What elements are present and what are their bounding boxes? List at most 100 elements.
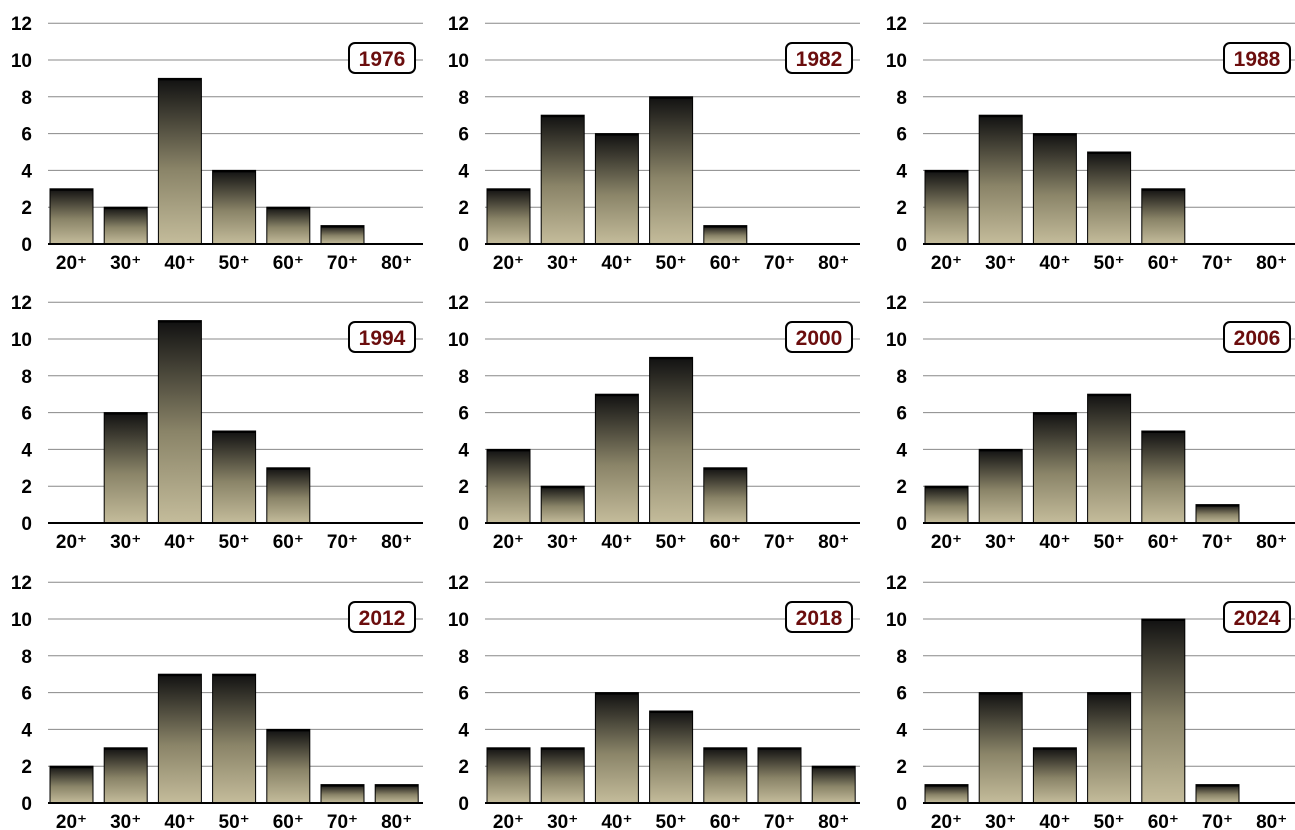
y-tick-label: 12: [11, 14, 32, 35]
year-badge: 2000: [785, 321, 853, 353]
bar-30⁺: [540, 114, 585, 245]
x-tick-label: 80⁺: [381, 532, 412, 553]
bar-40⁺: [594, 133, 639, 245]
year-badge-box: [785, 42, 853, 74]
bar-70⁺: [757, 747, 802, 804]
year-badge-box: [1223, 42, 1291, 74]
y-tick-label: 4: [458, 720, 469, 741]
x-tick-label: 50⁺: [219, 812, 250, 830]
x-tick-label: 80⁺: [818, 253, 849, 274]
bar-40⁺: [157, 320, 202, 524]
bar-30⁺: [540, 485, 585, 524]
y-tick-label: 6: [458, 404, 469, 425]
year-label: 2024: [1234, 607, 1281, 630]
bar-60⁺: [703, 747, 748, 804]
x-tick-label: 50⁺: [219, 532, 250, 553]
x-tick-label: 40⁺: [164, 532, 195, 553]
x-tick-label: 50⁺: [1094, 253, 1125, 274]
bar-30⁺: [103, 747, 148, 804]
x-tick-label: 70⁺: [764, 532, 795, 553]
bar-50⁺: [212, 430, 257, 524]
bar-60⁺: [266, 728, 311, 804]
y-tick-label: 2: [896, 757, 907, 778]
bar-50⁺: [1087, 393, 1132, 524]
year-label: 1988: [1234, 48, 1281, 71]
year-badge-box: [1223, 601, 1291, 633]
bar-60⁺: [266, 467, 311, 524]
y-tick-label: 6: [896, 125, 907, 146]
bar-20⁺: [49, 765, 94, 804]
y-tick-label: 6: [458, 684, 469, 705]
y-tick-label: 0: [896, 794, 907, 815]
year-badge-box: [1223, 321, 1291, 353]
bar-60⁺: [1141, 430, 1186, 524]
x-tick-label: 30⁺: [547, 532, 578, 553]
x-tick-label: 70⁺: [327, 812, 358, 830]
y-tick-label: 2: [458, 198, 469, 219]
bar-40⁺: [594, 692, 639, 804]
panel-2024: 0 2 4 6 8 10 12 20⁺ 30⁺ 40⁺ 50⁺ 60⁺ 70⁺ 80⁺ 2024: [886, 573, 1295, 830]
year-badge: 1988: [1223, 42, 1291, 74]
x-tick-label: 40⁺: [601, 532, 632, 553]
x-tick-label: 60⁺: [273, 812, 304, 830]
bar-20⁺: [486, 188, 531, 245]
year-badge: 1976: [348, 42, 416, 74]
y-tick-label: 10: [448, 610, 469, 631]
bar-30⁺: [978, 692, 1023, 804]
y-tick-label: 0: [458, 235, 469, 256]
y-tick-label: 0: [896, 235, 907, 256]
y-tick-label: 12: [886, 573, 907, 594]
x-tick-label: 40⁺: [1039, 532, 1070, 553]
x-tick-label: 60⁺: [1148, 812, 1179, 830]
x-tick-label: 20⁺: [931, 532, 962, 553]
year-label: 2000: [796, 327, 843, 350]
y-tick-label: 10: [448, 330, 469, 351]
y-tick-label: 10: [886, 330, 907, 351]
y-tick-label: 4: [458, 440, 469, 461]
y-tick-label: 10: [448, 51, 469, 72]
x-tick-label: 20⁺: [56, 532, 87, 553]
x-tick-label: 30⁺: [110, 812, 141, 830]
bar-60⁺: [703, 467, 748, 524]
panel-2018: 0 2 4 6 8 10 12 20⁺ 30⁺ 40⁺ 50⁺ 60⁺ 70⁺ 80⁺ 2018: [448, 573, 860, 830]
y-tick-label: 8: [21, 88, 32, 109]
x-tick-label: 40⁺: [601, 253, 632, 274]
y-tick-label: 12: [448, 573, 469, 594]
panel-2012: 0 2 4 6 8 10 12 20⁺ 30⁺ 40⁺ 50⁺ 60⁺ 70⁺ 80⁺ 2012: [11, 573, 423, 830]
bar-80⁺: [374, 784, 419, 804]
x-tick-label: 40⁺: [164, 812, 195, 830]
x-tick-label: 30⁺: [110, 253, 141, 274]
x-tick-label: 60⁺: [273, 532, 304, 553]
year-badge: 1982: [785, 42, 853, 74]
y-tick-label: 10: [11, 330, 32, 351]
x-tick-label: 80⁺: [818, 812, 849, 830]
y-tick-label: 0: [21, 794, 32, 815]
year-badge-box: [348, 601, 416, 633]
y-tick-label: 2: [896, 198, 907, 219]
x-tick-label: 40⁺: [601, 812, 632, 830]
y-tick-label: 6: [458, 125, 469, 146]
x-tick-label: 70⁺: [327, 253, 358, 274]
bar-30⁺: [103, 412, 148, 524]
x-tick-label: 60⁺: [710, 812, 741, 830]
panel-1988: 0 2 4 6 8 10 12 20⁺ 30⁺ 40⁺ 50⁺ 60⁺ 70⁺ 80⁺ 1988: [886, 14, 1295, 274]
bar-40⁺: [594, 393, 639, 524]
y-tick-label: 0: [458, 514, 469, 535]
x-tick-label: 70⁺: [327, 532, 358, 553]
panel-2000: 0 2 4 6 8 10 12 20⁺ 30⁺ 40⁺ 50⁺ 60⁺ 70⁺ 80⁺ 2000: [448, 293, 860, 553]
x-tick-label: 70⁺: [1202, 812, 1233, 830]
x-tick-label: 30⁺: [985, 812, 1016, 830]
bar-50⁺: [1087, 151, 1132, 245]
year-label: 2018: [796, 607, 843, 630]
y-tick-label: 0: [21, 514, 32, 535]
x-tick-label: 70⁺: [764, 812, 795, 830]
x-tick-label: 80⁺: [1256, 532, 1287, 553]
x-tick-label: 20⁺: [56, 253, 87, 274]
bar-40⁺: [1032, 133, 1077, 245]
y-tick-label: 10: [11, 610, 32, 631]
x-tick-label: 70⁺: [1202, 532, 1233, 553]
bar-40⁺: [1032, 747, 1077, 804]
y-tick-label: 12: [448, 293, 469, 314]
y-tick-label: 6: [21, 404, 32, 425]
x-tick-label: 80⁺: [381, 253, 412, 274]
